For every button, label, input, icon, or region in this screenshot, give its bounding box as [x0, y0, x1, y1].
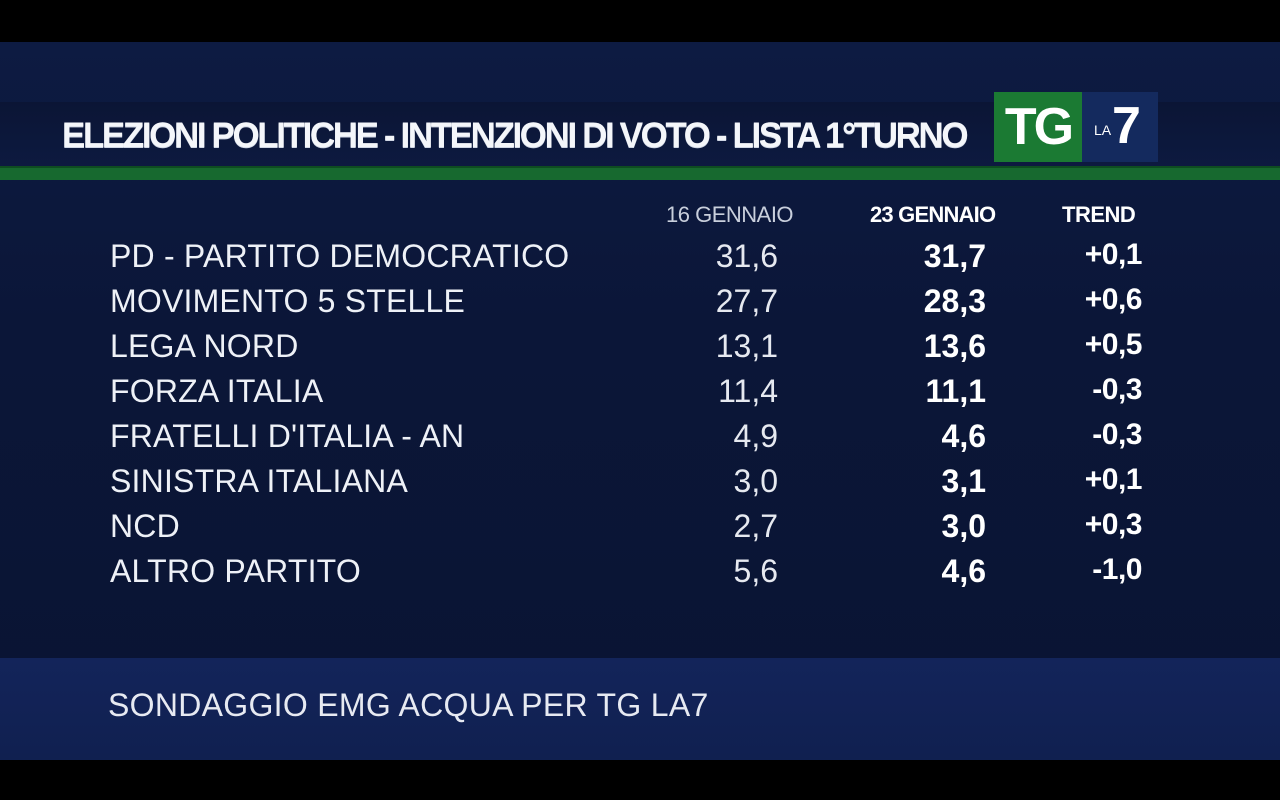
- value-trend: +0,1: [1084, 463, 1143, 496]
- footer-band: [0, 658, 1280, 760]
- value-date1: 5,6: [733, 553, 778, 589]
- party-name: FRATELLI D'ITALIA - AN: [110, 418, 465, 454]
- table-row: LEGA NORD 13,1 13,6 +0,5: [0, 328, 1280, 373]
- table-row: PD - PARTITO DEMOCRATICO 31,6 31,7 +0,1: [0, 238, 1280, 283]
- value-trend: -1,0: [1092, 553, 1142, 586]
- party-name: MOVIMENTO 5 STELLE: [110, 283, 466, 319]
- value-date1: 31,6: [715, 238, 778, 274]
- value-date1: 13,1: [715, 328, 778, 364]
- value-trend: -0,3: [1092, 418, 1142, 451]
- value-date1: 2,7: [733, 508, 778, 544]
- table-row: FORZA ITALIA 11,4 11,1 -0,3: [0, 373, 1280, 418]
- tg-la7-logo: TG LA 7: [994, 92, 1158, 162]
- value-trend: +0,5: [1084, 328, 1143, 361]
- value-date2: 3,0: [941, 508, 986, 544]
- value-trend: +0,6: [1084, 283, 1143, 316]
- logo-seven-text: 7: [1112, 97, 1141, 155]
- party-name: FORZA ITALIA: [110, 373, 324, 409]
- value-date2: 4,6: [941, 553, 986, 589]
- logo-la7: LA 7: [1082, 92, 1158, 162]
- party-name: NCD: [110, 508, 180, 544]
- column-header-trend: TREND: [1062, 202, 1136, 227]
- value-date2: 13,6: [923, 328, 986, 364]
- party-name: ALTRO PARTITO: [110, 553, 361, 589]
- table-row: FRATELLI D'ITALIA - AN 4,9 4,6 -0,3: [0, 418, 1280, 463]
- value-date2: 11,1: [925, 373, 986, 409]
- logo-la-text: LA: [1094, 122, 1112, 138]
- value-date1: 11,4: [718, 373, 778, 409]
- value-date1: 3,0: [733, 463, 778, 499]
- party-name: SINISTRA ITALIANA: [110, 463, 408, 499]
- broadcast-screen: ELEZIONI POLITICHE - INTENZIONI DI VOTO …: [0, 42, 1280, 760]
- value-date1: 27,7: [715, 283, 778, 319]
- page-title: ELEZIONI POLITICHE - INTENZIONI DI VOTO …: [62, 116, 969, 155]
- column-header-date2: 23 GENNAIO: [870, 202, 996, 227]
- table-row: MOVIMENTO 5 STELLE 27,7 28,3 +0,6: [0, 283, 1280, 328]
- value-date2: 28,3: [923, 283, 986, 319]
- table-row: ALTRO PARTITO 5,6 4,6 -1,0: [0, 553, 1280, 598]
- table-row: NCD 2,7 3,0 +0,3: [0, 508, 1280, 553]
- party-name: LEGA NORD: [110, 328, 299, 364]
- logo-tg: TG: [994, 92, 1082, 162]
- source-caption: SONDAGGIO EMG ACQUA PER TG LA7: [108, 687, 709, 723]
- green-divider: [0, 166, 1280, 180]
- value-date2: 4,6: [941, 418, 986, 454]
- table-row: SINISTRA ITALIANA 3,0 3,1 +0,1: [0, 463, 1280, 508]
- value-date2: 31,7: [923, 238, 986, 274]
- value-trend: -0,3: [1092, 373, 1142, 406]
- value-trend: +0,3: [1084, 508, 1143, 541]
- value-date2: 3,1: [941, 463, 986, 499]
- value-date1: 4,9: [733, 418, 778, 454]
- value-trend: +0,1: [1084, 238, 1143, 271]
- column-header-date1: 16 GENNAIO: [666, 202, 794, 227]
- party-name: PD - PARTITO DEMOCRATICO: [110, 238, 570, 274]
